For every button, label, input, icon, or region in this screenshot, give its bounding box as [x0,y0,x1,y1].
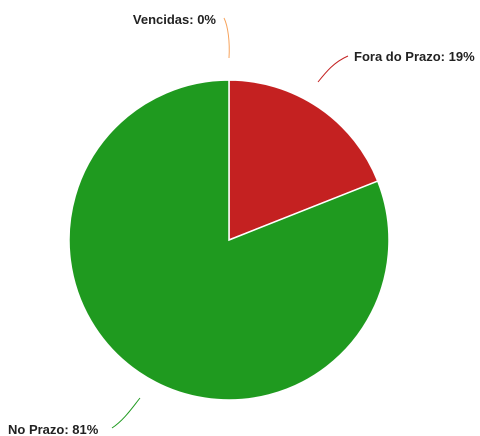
slice-fora-do-prazo[interactable] [228,79,379,242]
slice-no-prazo[interactable] [68,79,390,401]
label-vencidas: Vencidas: 0% [133,12,217,27]
connector-vencidas [223,17,230,59]
connector-fora-do-prazo [317,55,349,83]
connector-no-prazo [111,397,141,429]
label-no-prazo: No Prazo: 81% [8,422,99,436]
pie-slices [68,79,390,401]
label-fora-do-prazo: Fora do Prazo: 19% [354,49,475,64]
